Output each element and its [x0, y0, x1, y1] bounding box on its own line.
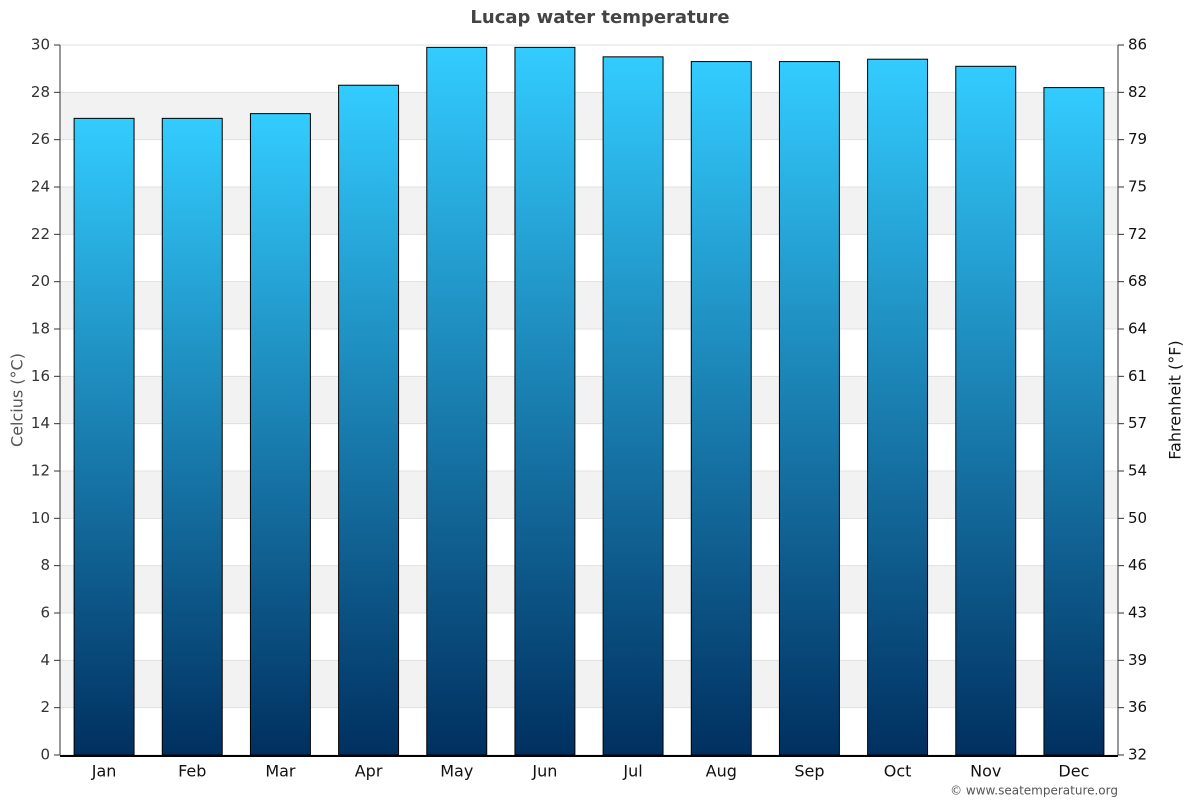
- y-tick-label: 16: [31, 367, 50, 385]
- y-tick-label: 24: [31, 178, 50, 196]
- grid-band: [60, 660, 1118, 708]
- bar: [690, 61, 752, 756]
- y-tick-label: 8: [40, 556, 50, 574]
- bar: [955, 65, 1017, 756]
- y-tick-label: 28: [31, 83, 50, 101]
- bar: [867, 58, 929, 756]
- y-tick-label: 2: [40, 698, 50, 716]
- bar: [338, 84, 400, 756]
- y2-tick-label: 43: [1128, 604, 1147, 622]
- x-tick-label: Feb: [178, 762, 206, 781]
- x-tick-label: Mar: [265, 762, 296, 781]
- y2-tick-label: 61: [1128, 367, 1147, 385]
- grid-band: [60, 187, 1118, 235]
- x-tick-label: Jul: [622, 762, 642, 781]
- y-tick-label: 0: [40, 746, 50, 764]
- y-tick-label: 10: [31, 509, 50, 527]
- y2-tick-label: 86: [1128, 36, 1147, 54]
- x-tick-label: Jun: [531, 762, 557, 781]
- bar: [514, 46, 576, 756]
- y-tick-label: 12: [31, 462, 50, 480]
- grid-band: [60, 281, 1118, 329]
- y2-tick-label: 75: [1128, 178, 1147, 196]
- chart-title: Lucap water temperature: [470, 7, 729, 28]
- y2-tick-label: 64: [1128, 320, 1147, 338]
- y2-tick-label: 46: [1128, 556, 1147, 574]
- bar: [602, 56, 664, 756]
- x-tick-label: Sep: [794, 762, 824, 781]
- y-tick-label: 4: [40, 651, 50, 669]
- y2-tick-label: 57: [1128, 414, 1147, 432]
- bar: [249, 113, 311, 756]
- x-tick-label: Dec: [1058, 762, 1089, 781]
- x-tick-label: Nov: [970, 762, 1001, 781]
- x-tick-label: May: [440, 762, 473, 781]
- bar: [778, 61, 840, 756]
- y2-tick-label: 39: [1128, 651, 1147, 669]
- grid-band: [60, 565, 1118, 613]
- bar: [426, 46, 488, 756]
- y2-tick-label: 36: [1128, 698, 1147, 716]
- x-tick-label: Oct: [884, 762, 912, 781]
- y2-tick-label: 79: [1128, 130, 1147, 148]
- bar: [1043, 87, 1105, 756]
- bar: [161, 117, 223, 756]
- y-tick-label: 20: [31, 272, 50, 290]
- y-tick-label: 18: [31, 320, 50, 338]
- grid-band: [60, 376, 1118, 424]
- grid-band: [60, 92, 1118, 140]
- y-tick-label: 22: [31, 225, 50, 243]
- y-tick-label: 26: [31, 130, 50, 148]
- y2-axis-label: Fahrenheit (°F): [1166, 340, 1185, 459]
- y-tick-label: 6: [40, 604, 50, 622]
- y2-tick-label: 32: [1128, 746, 1147, 764]
- bar: [73, 117, 135, 756]
- y-tick-label: 30: [31, 36, 50, 54]
- credit: © www.seatemperature.org: [950, 784, 1118, 798]
- y-tick-label: 14: [31, 414, 50, 432]
- y2-tick-label: 54: [1128, 462, 1147, 480]
- y2-tick-label: 50: [1128, 509, 1147, 527]
- y2-tick-label: 82: [1128, 83, 1147, 101]
- x-tick-label: Jan: [91, 762, 117, 781]
- x-tick-label: Apr: [355, 762, 383, 781]
- grid-band: [60, 471, 1118, 519]
- y2-tick-label: 72: [1128, 225, 1147, 243]
- x-tick-label: Aug: [706, 762, 737, 781]
- y2-tick-label: 68: [1128, 272, 1147, 290]
- y-axis-label: Celcius (°C): [8, 353, 27, 447]
